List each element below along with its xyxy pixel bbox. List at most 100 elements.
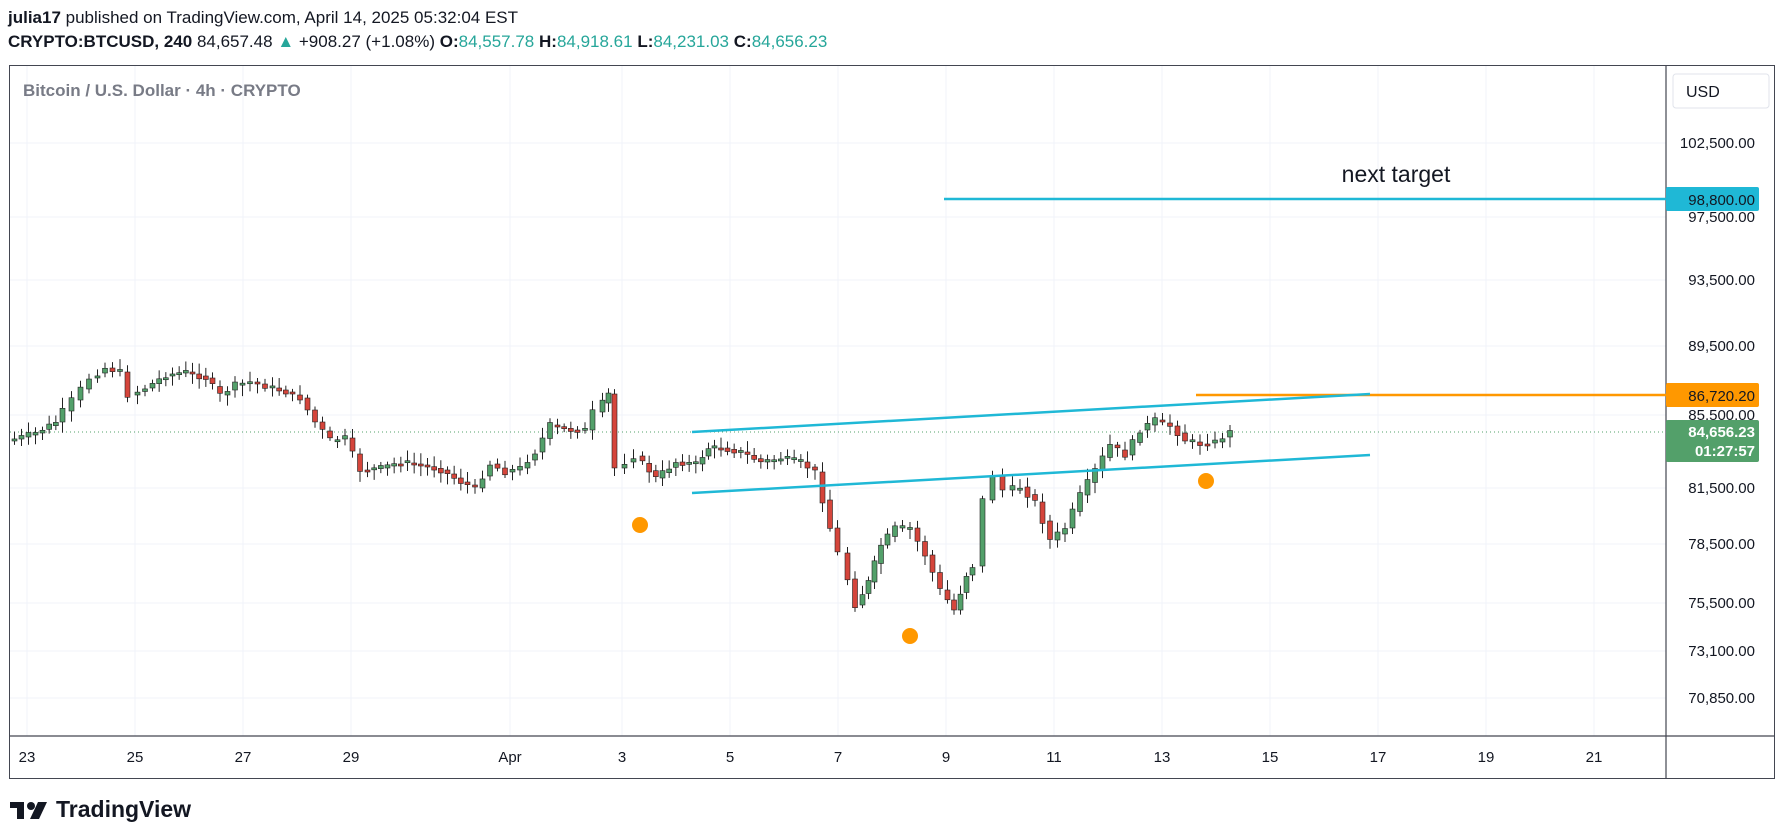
candle-body bbox=[68, 397, 75, 412]
candle-body bbox=[11, 438, 18, 442]
candle-body bbox=[561, 426, 567, 429]
chart-title: Bitcoin / U.S. Dollar · 4h · CRYPTO bbox=[23, 81, 301, 100]
price-axis-label: 70,850.00 bbox=[1688, 690, 1755, 707]
candle-body bbox=[297, 394, 303, 401]
right-shoulder-marker[interactable] bbox=[1198, 473, 1214, 489]
candle-body bbox=[224, 391, 231, 396]
candle-body bbox=[1152, 417, 1158, 426]
next-target-annotation[interactable]: next target bbox=[1342, 161, 1451, 187]
candle-body bbox=[778, 458, 784, 462]
candle-body bbox=[605, 392, 612, 404]
candle-body bbox=[999, 474, 1006, 491]
low-value: 84,231.03 bbox=[653, 32, 729, 51]
tradingview-logo-icon bbox=[10, 801, 47, 819]
candle-body bbox=[349, 437, 356, 452]
target-price-tag: 98,800.00 bbox=[1688, 192, 1755, 209]
candle-body bbox=[203, 375, 209, 380]
candle-body bbox=[102, 367, 108, 374]
currency-button-bg[interactable] bbox=[1672, 73, 1770, 109]
time-axis-label: 25 bbox=[127, 749, 144, 766]
candle-body bbox=[1024, 486, 1031, 498]
tradingview-logo[interactable]: TradingView bbox=[8, 796, 191, 823]
candle-body bbox=[751, 455, 757, 460]
candle-body bbox=[884, 533, 891, 546]
candle-body bbox=[693, 461, 699, 465]
currency-button[interactable]: USD bbox=[1686, 84, 1720, 101]
candle-body bbox=[46, 423, 52, 430]
candle-body bbox=[1204, 443, 1211, 447]
candle-body bbox=[532, 453, 538, 461]
chart-grid bbox=[10, 66, 1666, 736]
candle-body bbox=[791, 457, 797, 460]
candle-body bbox=[711, 445, 718, 449]
candle-body bbox=[1084, 479, 1091, 496]
resistance-price-tag-bg bbox=[1666, 383, 1759, 407]
candle-body bbox=[666, 468, 672, 473]
channel-lower-line[interactable] bbox=[691, 453, 1371, 495]
author-name[interactable]: julia17 bbox=[8, 8, 61, 27]
candle-body bbox=[472, 484, 478, 488]
candle-body bbox=[1017, 487, 1023, 491]
candle-body bbox=[621, 464, 628, 469]
channel-upper-line[interactable] bbox=[691, 392, 1371, 434]
resistance-price-tag: 86,720.20 bbox=[1688, 388, 1755, 405]
candle-body bbox=[418, 463, 424, 467]
candle-body bbox=[53, 422, 59, 426]
candle-body bbox=[156, 378, 162, 384]
candle-body bbox=[357, 453, 363, 472]
chart-frame bbox=[9, 65, 1775, 779]
candle-body bbox=[1054, 531, 1061, 541]
candle-body bbox=[871, 560, 878, 583]
time-axis-label: Apr bbox=[498, 749, 521, 766]
candle-body bbox=[494, 463, 501, 469]
candle-body bbox=[404, 460, 411, 464]
head-marker[interactable] bbox=[902, 628, 918, 644]
price-axis-label: 78,500.00 bbox=[1688, 536, 1755, 553]
candle-body bbox=[812, 466, 818, 471]
candle-body bbox=[1092, 468, 1098, 483]
time-axis-label: 15 bbox=[1262, 749, 1279, 766]
time-axis-label: 27 bbox=[235, 749, 252, 766]
candle-body bbox=[319, 421, 326, 430]
candle-body bbox=[859, 594, 866, 606]
candle-body bbox=[944, 589, 951, 601]
price-axis-label: 93,500.00 bbox=[1688, 272, 1755, 289]
candle-body bbox=[458, 477, 464, 484]
candle-body bbox=[1039, 501, 1046, 524]
price-axis[interactable]: 102,500.00 97,500.00 93,500.00 89,500.00 85,… bbox=[1680, 135, 1755, 707]
candle-body bbox=[951, 599, 957, 611]
candle-body bbox=[827, 499, 833, 529]
candle-body bbox=[819, 471, 826, 504]
candle-body bbox=[1182, 432, 1188, 442]
candle-body bbox=[479, 478, 486, 489]
candle-body bbox=[1197, 441, 1203, 446]
candle-body bbox=[1107, 444, 1113, 458]
candle-body bbox=[1167, 422, 1173, 427]
candle-body bbox=[630, 458, 637, 463]
price-axis-label: 85,500.00 bbox=[1688, 407, 1755, 424]
candle-body bbox=[1159, 419, 1166, 423]
candle-body bbox=[438, 468, 444, 474]
candle-body bbox=[169, 373, 176, 377]
left-shoulder-marker[interactable] bbox=[632, 517, 648, 533]
candle-body bbox=[342, 435, 348, 440]
candle-body bbox=[183, 370, 189, 374]
current-price-tag-bg bbox=[1666, 420, 1759, 462]
candle-body bbox=[922, 541, 928, 557]
time-axis-label: 3 bbox=[618, 749, 626, 766]
candle-body bbox=[659, 470, 666, 479]
high-value: 84,918.61 bbox=[556, 32, 633, 51]
candle-body bbox=[32, 432, 39, 436]
time-axis[interactable]: 23 25 27 29 Apr 3 5 7 9 11 13 15 17 19 21 bbox=[19, 749, 1603, 766]
candle-body bbox=[94, 375, 101, 379]
candle-body bbox=[646, 463, 652, 473]
candle-body bbox=[1219, 438, 1226, 443]
candle-body bbox=[731, 449, 737, 454]
candle-body bbox=[979, 498, 986, 567]
time-axis-label: 13 bbox=[1154, 749, 1171, 766]
candle-body bbox=[744, 451, 751, 455]
candle-body bbox=[834, 527, 841, 553]
candle-body bbox=[254, 381, 261, 385]
candle-body bbox=[134, 391, 141, 396]
